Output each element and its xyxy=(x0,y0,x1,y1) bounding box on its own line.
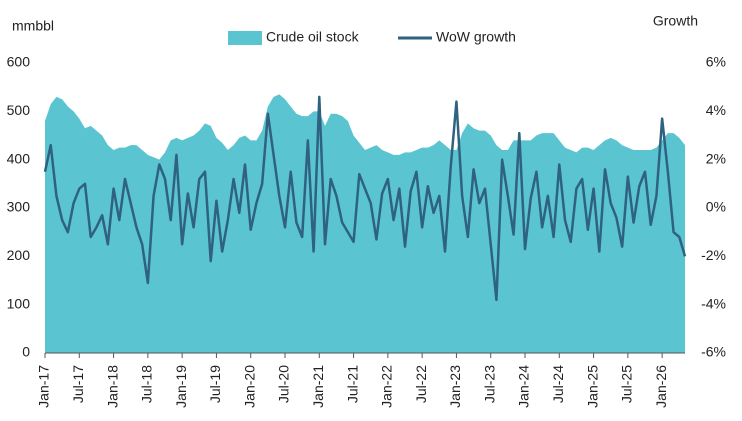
y2-tick-label: 6% xyxy=(706,54,726,70)
y-tick-label: 0 xyxy=(22,344,30,360)
legend-swatch xyxy=(228,31,262,45)
x-tick-label: Jan-23 xyxy=(447,365,463,408)
y-tick-label: 200 xyxy=(7,247,31,263)
legend-label: Crude oil stock xyxy=(266,29,360,45)
legend-label: WoW growth xyxy=(436,29,516,45)
x-tick-label: Jan-20 xyxy=(241,365,257,408)
y2-tick-label: -2% xyxy=(701,247,726,263)
x-tick-label: Jan-25 xyxy=(584,365,600,408)
area xyxy=(45,94,685,354)
x-tick-label: Jul-22 xyxy=(413,365,429,403)
x-tick-label: Jul-19 xyxy=(207,365,223,403)
x-tick-label: Jul-18 xyxy=(139,365,155,403)
x-tick-label: Jul-21 xyxy=(344,365,360,403)
x-tick-label: Jul-24 xyxy=(550,365,566,403)
x-tick-label: Jan-24 xyxy=(516,365,532,408)
x-tick-label: Jan-18 xyxy=(104,365,120,408)
y2-tick-label: -6% xyxy=(701,344,726,360)
x-tick-label: Jul-23 xyxy=(481,365,497,403)
y2-tick-label: -4% xyxy=(701,295,726,311)
y2-tick-label: 4% xyxy=(706,102,726,118)
y-tick-label: 100 xyxy=(7,295,31,311)
y2-axis-title: Growth xyxy=(653,13,698,29)
x-tick-label: Jul-17 xyxy=(70,365,86,403)
x-tick-label: Jul-20 xyxy=(276,365,292,403)
y-tick-label: 300 xyxy=(7,199,31,215)
x-tick-label: Jan-26 xyxy=(653,365,669,408)
line xyxy=(43,95,687,302)
x-tick-label: Jul-25 xyxy=(619,365,635,403)
y-tick-label: 400 xyxy=(7,150,31,166)
x-tick-label: Jan-21 xyxy=(310,365,326,408)
y2-tick-label: 2% xyxy=(706,150,726,166)
y-axis-title: mmbbl xyxy=(12,18,54,34)
x-tick-label: Jan-22 xyxy=(379,365,395,408)
y2-tick-label: 0% xyxy=(706,199,726,215)
x-tick-label: Jan-19 xyxy=(173,365,189,408)
y-tick-label: 600 xyxy=(7,54,31,70)
y-tick-label: 500 xyxy=(7,102,31,118)
x-tick-label: Jan-17 xyxy=(36,365,52,408)
